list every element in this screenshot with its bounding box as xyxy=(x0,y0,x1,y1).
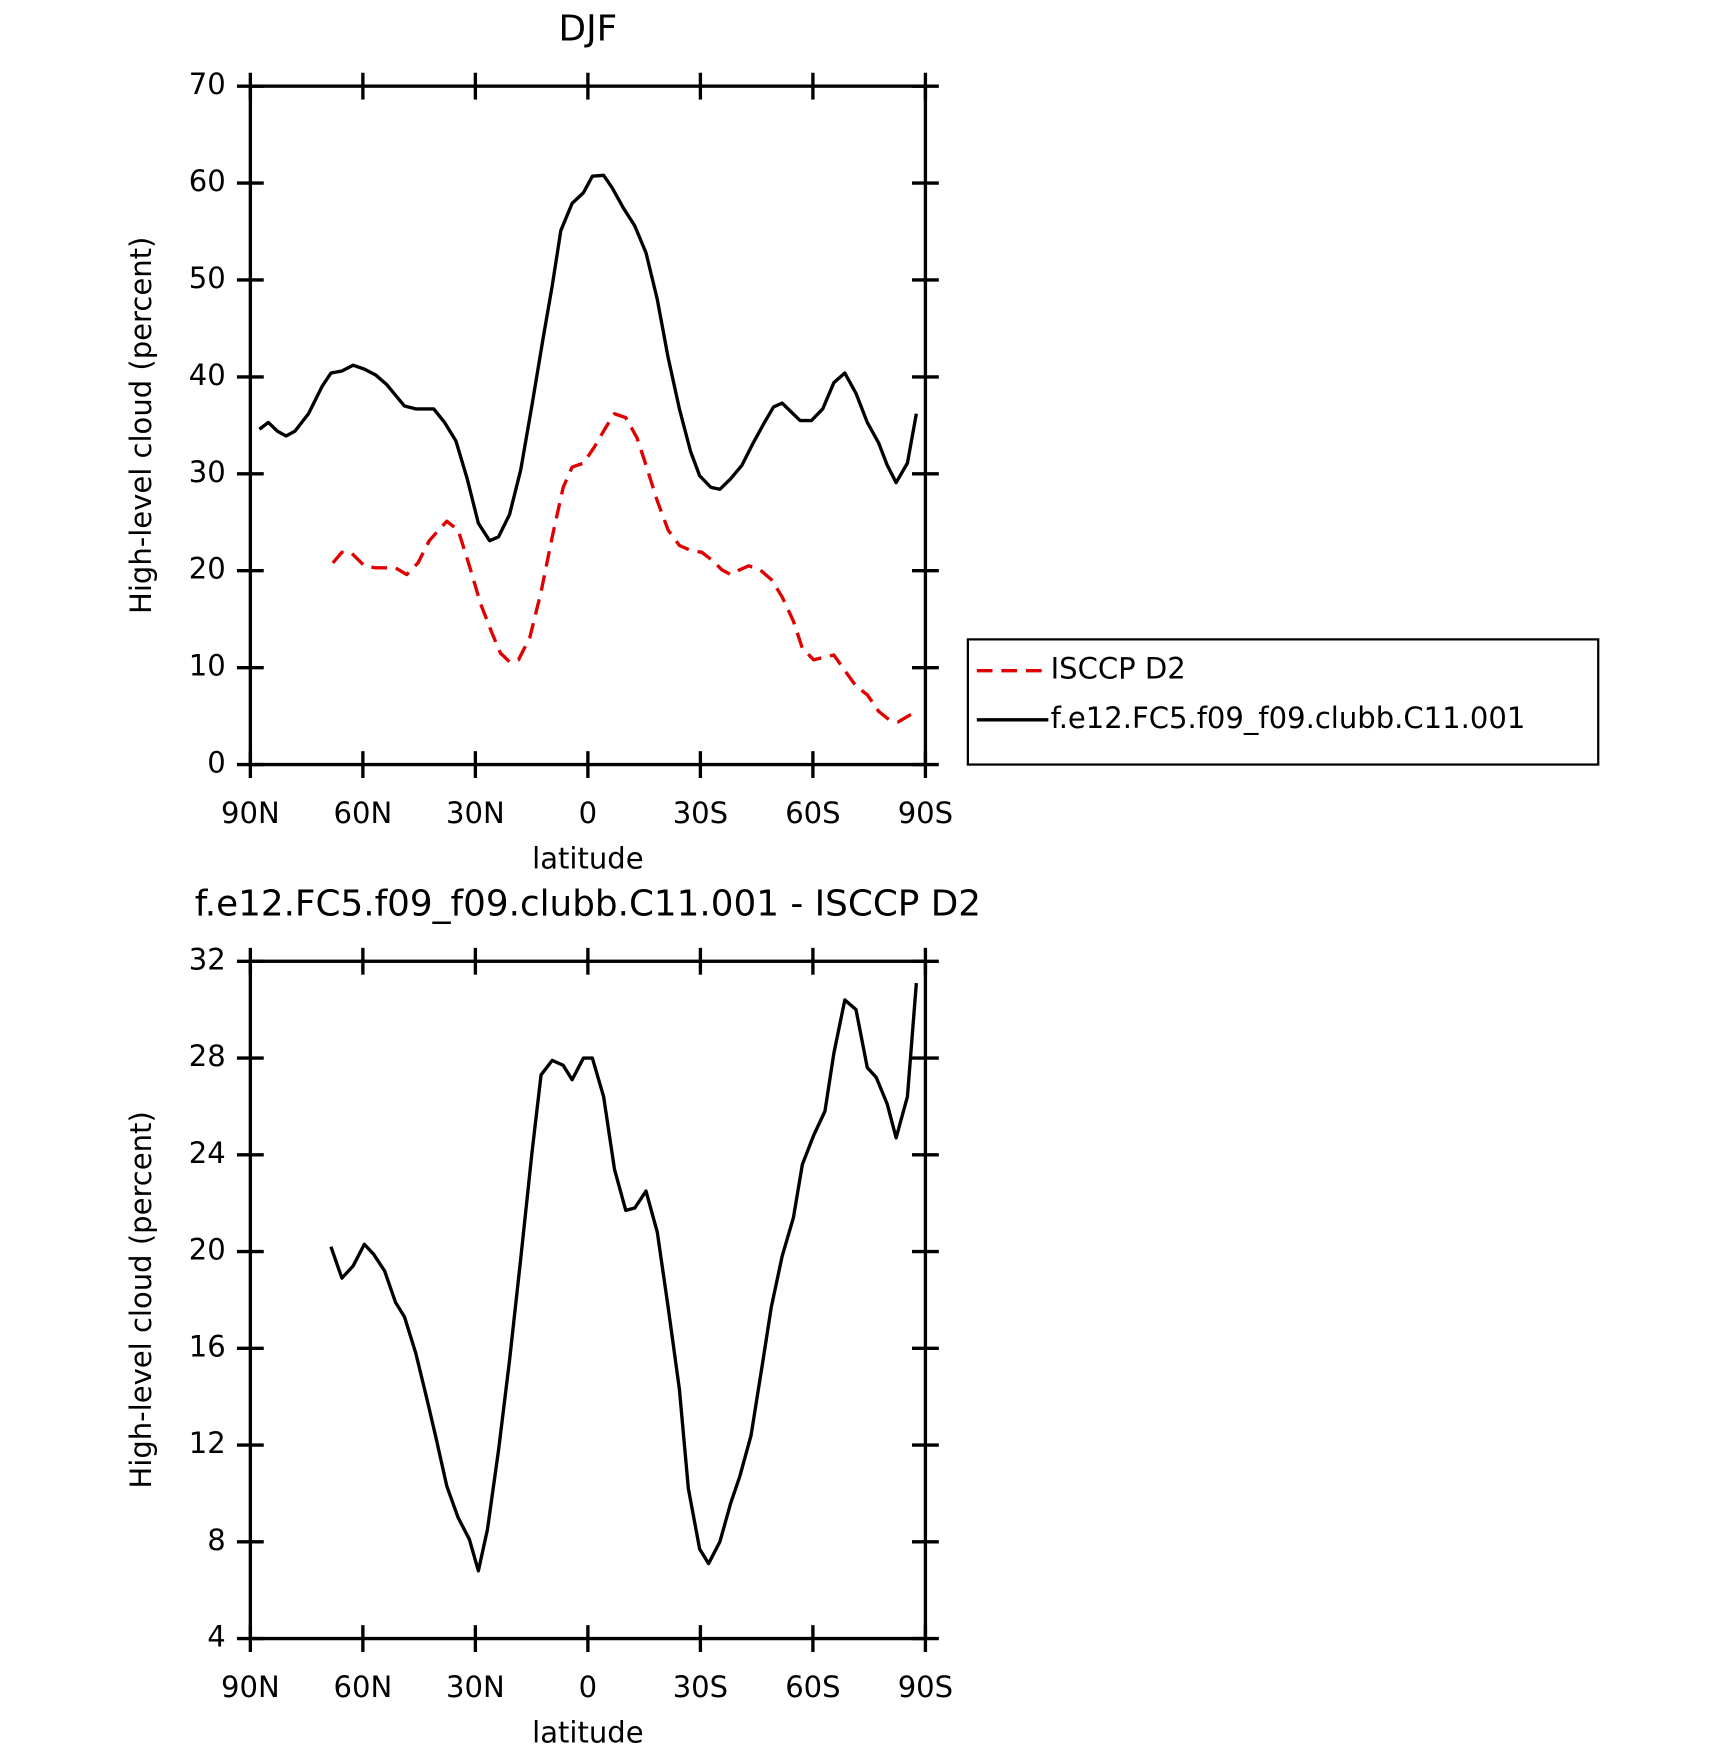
y-tick-label: 16 xyxy=(189,1329,226,1363)
y-tick-label: 40 xyxy=(189,358,226,392)
chart-title: f.e12.FC5.f09_f09.clubb.C11.001 - ISCCP … xyxy=(195,883,981,924)
legend-box xyxy=(966,638,1600,766)
legend-label: ISCCP D2 xyxy=(1051,652,1186,686)
x-tick-label: 60N xyxy=(334,1670,393,1704)
x-axis-label: latitude xyxy=(532,1716,643,1750)
y-tick-label: 0 xyxy=(207,746,225,780)
y-tick-label: 28 xyxy=(189,1039,226,1073)
x-tick-label: 30S xyxy=(673,796,728,830)
x-tick-label: 30S xyxy=(673,1670,728,1704)
y-axis-label: High-level cloud (percent) xyxy=(124,237,158,614)
x-tick-label: 90S xyxy=(898,1670,953,1704)
chart-title: DJF xyxy=(559,8,618,49)
x-tick-label: 60N xyxy=(334,796,393,830)
y-tick-label: 4 xyxy=(207,1620,225,1654)
data-line xyxy=(331,412,920,724)
y-tick-label: 10 xyxy=(189,649,226,683)
y-axis-label: High-level cloud (percent) xyxy=(124,1111,158,1488)
x-tick-label: 90N xyxy=(221,1670,280,1704)
data-line xyxy=(329,982,919,1573)
x-tick-label: 30N xyxy=(446,1670,505,1704)
x-tick-label: 60S xyxy=(785,796,840,830)
plot-frame xyxy=(248,959,928,1641)
data-line xyxy=(258,173,919,543)
x-tick-label: 90S xyxy=(898,796,953,830)
x-axis-label: latitude xyxy=(532,842,643,876)
y-tick-label: 20 xyxy=(189,552,226,586)
x-tick-label: 0 xyxy=(579,796,597,830)
y-tick-label: 32 xyxy=(189,942,226,976)
y-tick-label: 24 xyxy=(189,1136,226,1170)
x-tick-label: 0 xyxy=(579,1670,597,1704)
y-tick-label: 12 xyxy=(189,1426,226,1460)
x-tick-label: 90N xyxy=(221,796,280,830)
x-tick-label: 30N xyxy=(446,796,505,830)
y-tick-label: 60 xyxy=(189,164,226,198)
x-tick-label: 60S xyxy=(785,1670,840,1704)
y-tick-label: 50 xyxy=(189,261,226,295)
legend-label: f.e12.FC5.f09_f09.clubb.C11.001 xyxy=(1051,701,1526,735)
y-tick-label: 30 xyxy=(189,455,226,489)
y-tick-label: 70 xyxy=(189,67,226,101)
y-tick-label: 20 xyxy=(189,1233,226,1267)
y-tick-label: 8 xyxy=(207,1523,225,1557)
